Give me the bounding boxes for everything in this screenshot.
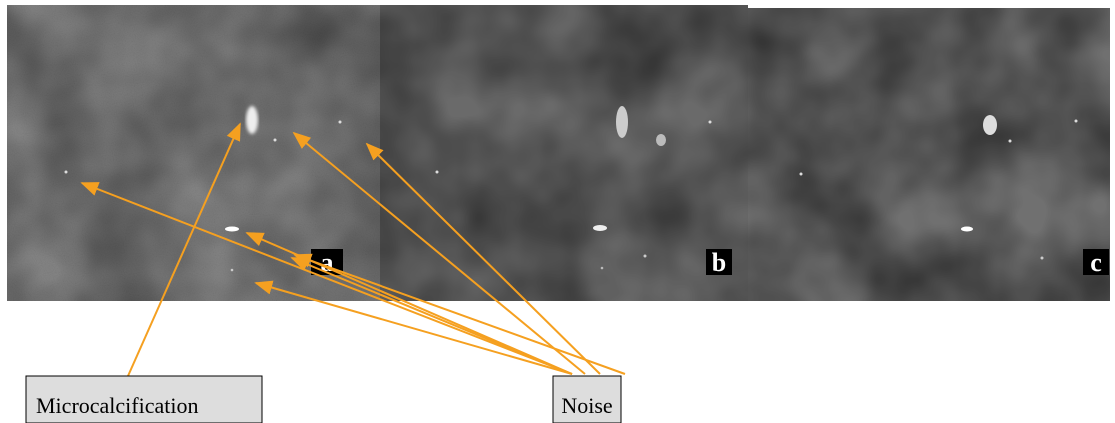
panel-b: b — [380, 5, 748, 301]
callout-text: Noise — [561, 393, 612, 418]
callout-text: Microcalcification — [36, 393, 198, 418]
figure: a b c Microcalcification — [0, 0, 1115, 423]
panel-c: c — [748, 8, 1110, 301]
callout-microcalcification: Microcalcification — [26, 376, 262, 423]
callout-noise: Noise — [553, 376, 621, 423]
panel-label: b — [712, 248, 726, 277]
panel-a: a — [7, 5, 380, 301]
panel-label: c — [1090, 248, 1102, 277]
